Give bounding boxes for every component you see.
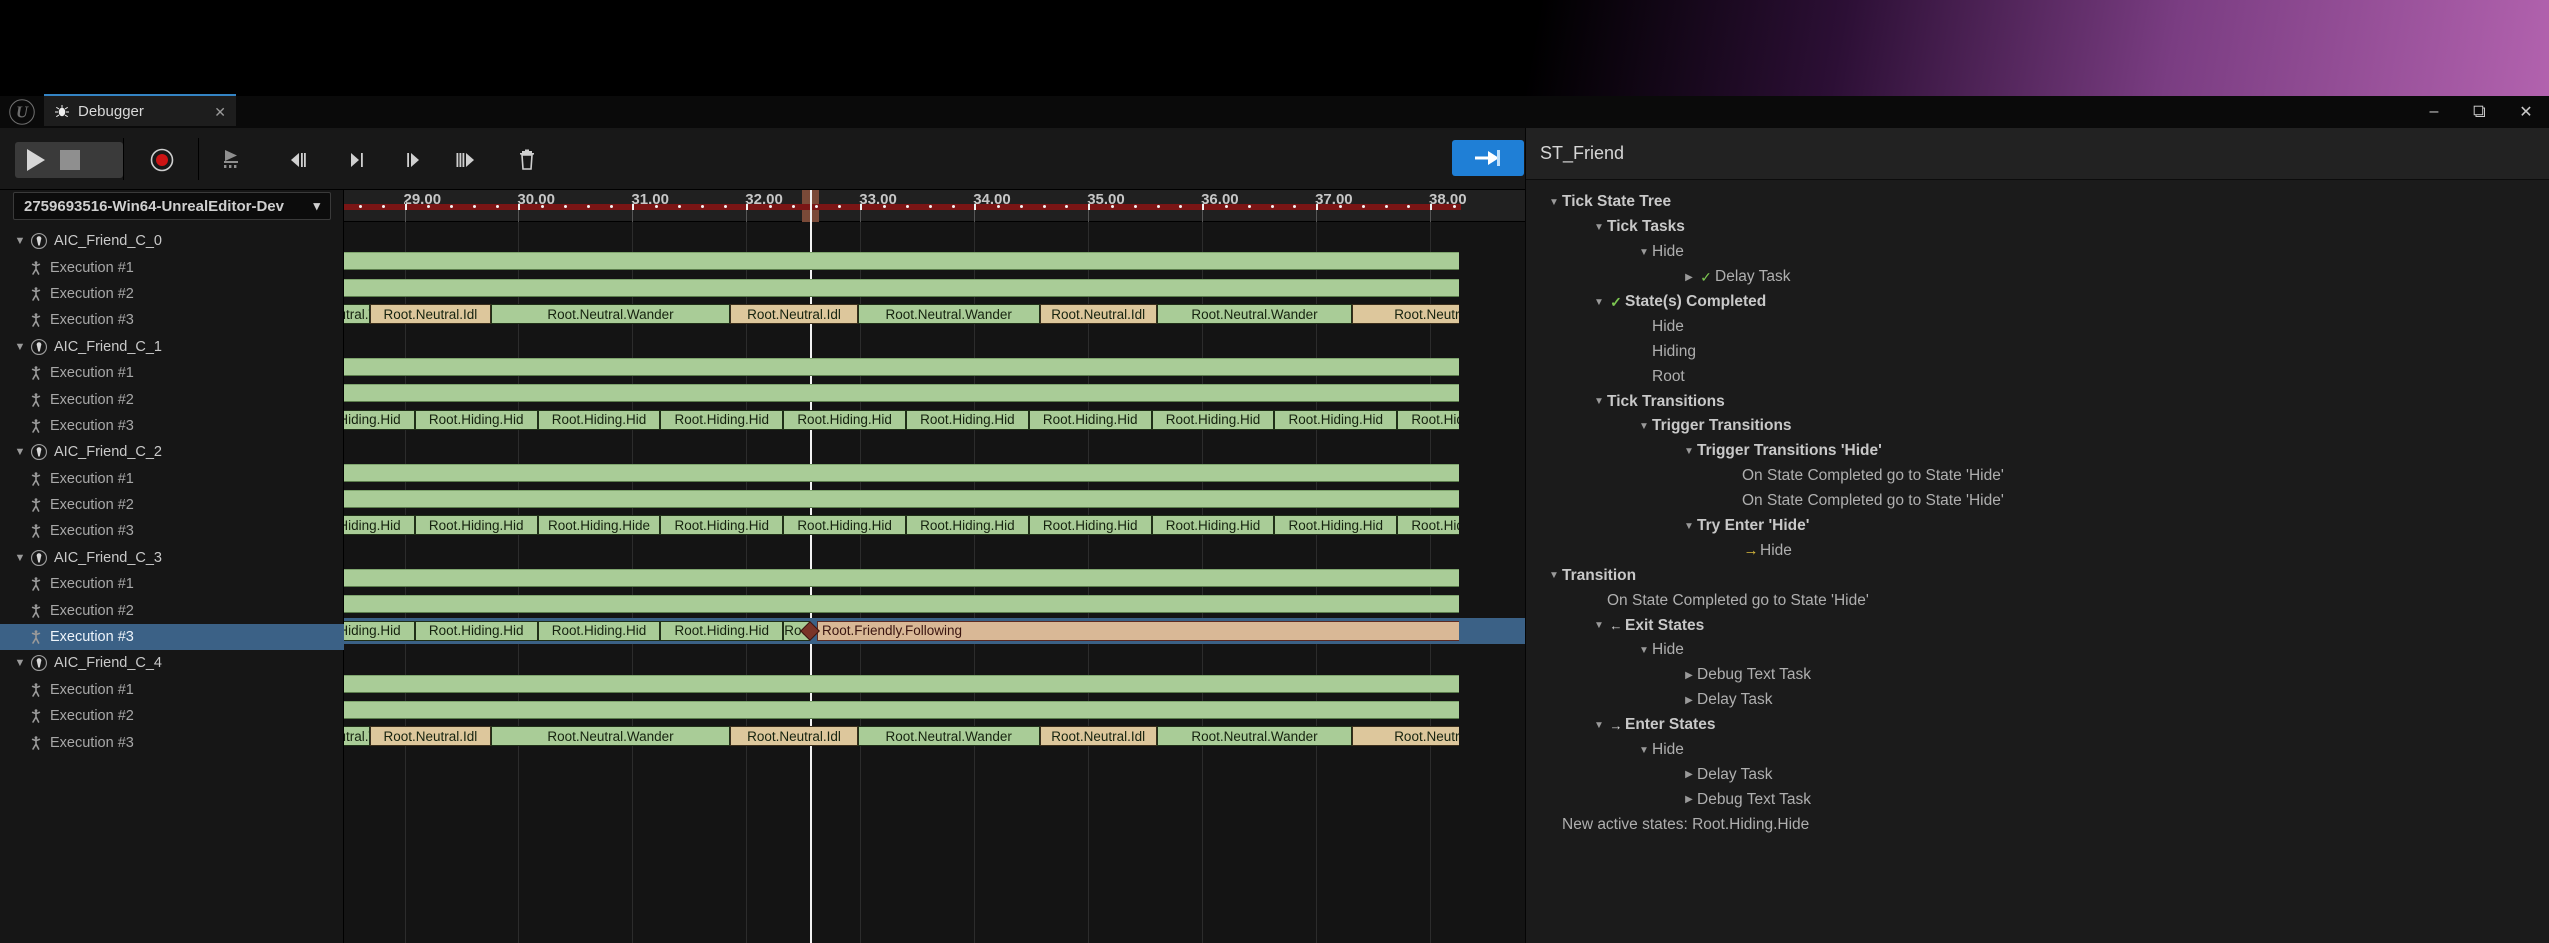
svg-text:U: U <box>16 102 29 121</box>
